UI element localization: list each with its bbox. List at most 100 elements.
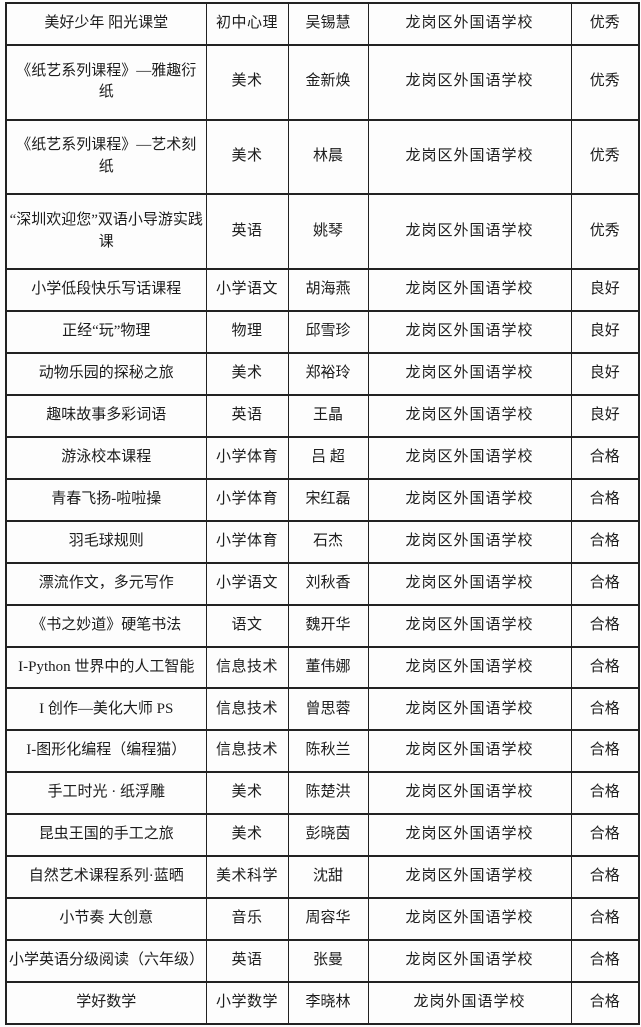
table-row: I-图形化编程（编程猫） 信息技术 陈秋兰 龙岗区外国语学校 合格: [5, 729, 640, 774]
table-row: 漂流作文，多元写作 小学语文 刘秋香 龙岗区外国语学校 合格: [5, 561, 640, 606]
table-row: 小学低段快乐写话课程 小学语文 胡海燕 龙岗区外国语学校 良好: [5, 268, 640, 313]
course-name-cell: 手工时光 · 纸浮雕: [5, 771, 207, 816]
table-row: 游泳校本课程 小学体育 吕 超 龙岗区外国语学校 合格: [5, 435, 640, 480]
course-name-cell: 《纸艺系列课程》—艺术刻纸: [5, 118, 207, 196]
course-name-cell: 趣味故事多彩词语: [5, 394, 207, 438]
teacher-name-cell: 董伟娜: [287, 645, 369, 690]
subject-cell: 小学体育: [205, 519, 289, 564]
subject-cell: 小学语文: [205, 561, 289, 606]
teacher-name-cell: 胡海燕: [287, 268, 369, 313]
course-name-cell: 小节奏 大创意: [5, 897, 207, 942]
course-name-cell: 动物乐园的探秘之旅: [5, 352, 207, 397]
grade-cell: 优秀: [570, 2, 640, 46]
grade-cell: 合格: [570, 771, 640, 816]
subject-cell: 美术科学: [205, 855, 289, 900]
grade-cell: 良好: [570, 268, 640, 313]
grade-cell: 优秀: [570, 43, 640, 121]
table-row: 正经“玩”物理 物理 邱雪珍 龙岗区外国语学校 良好: [5, 310, 640, 355]
subject-cell: 英语: [205, 939, 289, 983]
teacher-name-cell: 邱雪珍: [287, 310, 369, 355]
subject-cell: 信息技术: [205, 687, 289, 732]
subject-cell: 小学体育: [205, 435, 289, 480]
teacher-name-cell: 周容华: [287, 897, 369, 942]
grade-cell: 合格: [570, 729, 640, 774]
subject-cell: 美术: [205, 352, 289, 397]
school-name-cell: 龙岗区外国语学校: [367, 477, 572, 522]
table-row: 手工时光 · 纸浮雕 美术 陈楚洪 龙岗区外国语学校 合格: [5, 771, 640, 816]
grade-cell: 优秀: [570, 193, 640, 271]
table-row: 《纸艺系列课程》—雅趣衍纸 美术 金新焕 龙岗区外国语学校 优秀: [5, 43, 640, 121]
table-row: 美好少年 阳光课堂 初中心理 吴锡慧 龙岗区外国语学校 优秀: [5, 2, 640, 46]
grade-cell: 合格: [570, 939, 640, 983]
grade-cell: 良好: [570, 394, 640, 438]
table-row: 学好数学 小学数学 李晓林 龙岗外国语学校 合格: [5, 980, 640, 1026]
teacher-name-cell: 刘秋香: [287, 561, 369, 606]
subject-cell: 信息技术: [205, 729, 289, 774]
course-evaluation-table: 美好少年 阳光课堂 初中心理 吴锡慧 龙岗区外国语学校 优秀 《纸艺系列课程》—…: [5, 2, 640, 1026]
school-name-cell: 龙岗区外国语学校: [367, 118, 572, 196]
table-row: 动物乐园的探秘之旅 美术 郑裕玲 龙岗区外国语学校 良好: [5, 352, 640, 397]
course-name-cell: “深圳欢迎您”双语小导游实践课: [5, 193, 207, 271]
subject-cell: 小学语文: [205, 268, 289, 313]
grade-cell: 合格: [570, 645, 640, 690]
teacher-name-cell: 姚琴: [287, 193, 369, 271]
table-row: 《纸艺系列课程》—艺术刻纸 美术 林晨 龙岗区外国语学校 优秀: [5, 118, 640, 196]
subject-cell: 物理: [205, 310, 289, 355]
grade-cell: 良好: [570, 352, 640, 397]
table-body: 美好少年 阳光课堂 初中心理 吴锡慧 龙岗区外国语学校 优秀 《纸艺系列课程》—…: [5, 2, 640, 1026]
teacher-name-cell: 魏开华: [287, 603, 369, 648]
school-name-cell: 龙岗区外国语学校: [367, 310, 572, 355]
subject-cell: 美术: [205, 118, 289, 196]
school-name-cell: 龙岗区外国语学校: [367, 771, 572, 816]
grade-cell: 优秀: [570, 118, 640, 196]
school-name-cell: 龙岗区外国语学校: [367, 435, 572, 480]
teacher-name-cell: 金新焕: [287, 43, 369, 121]
teacher-name-cell: 郑裕玲: [287, 352, 369, 397]
course-name-cell: 小学英语分级阅读（六年级）: [5, 939, 207, 983]
teacher-name-cell: 王晶: [287, 394, 369, 438]
teacher-name-cell: 李晓林: [287, 980, 369, 1026]
subject-cell: 美术: [205, 771, 289, 816]
subject-cell: 美术: [205, 813, 289, 858]
table-row: I-Python 世界中的人工智能 信息技术 董伟娜 龙岗区外国语学校 合格: [5, 645, 640, 690]
school-name-cell: 龙岗区外国语学校: [367, 855, 572, 900]
school-name-cell: 龙岗区外国语学校: [367, 897, 572, 942]
table-row: 自然艺术课程系列·蓝晒 美术科学 沈甜 龙岗区外国语学校 合格: [5, 855, 640, 900]
school-name-cell: 龙岗区外国语学校: [367, 813, 572, 858]
subject-cell: 信息技术: [205, 645, 289, 690]
grade-cell: 合格: [570, 687, 640, 732]
school-name-cell: 龙岗区外国语学校: [367, 2, 572, 46]
grade-cell: 合格: [570, 980, 640, 1026]
school-name-cell: 龙岗外国语学校: [367, 980, 572, 1026]
school-name-cell: 龙岗区外国语学校: [367, 352, 572, 397]
school-name-cell: 龙岗区外国语学校: [367, 268, 572, 313]
grade-cell: 合格: [570, 897, 640, 942]
table-row: 小节奏 大创意 音乐 周容华 龙岗区外国语学校 合格: [5, 897, 640, 942]
teacher-name-cell: 彭晓茵: [287, 813, 369, 858]
school-name-cell: 龙岗区外国语学校: [367, 519, 572, 564]
table-row: 羽毛球规则 小学体育 石杰 龙岗区外国语学校 合格: [5, 519, 640, 564]
school-name-cell: 龙岗区外国语学校: [367, 43, 572, 121]
school-name-cell: 龙岗区外国语学校: [367, 729, 572, 774]
teacher-name-cell: 陈楚洪: [287, 771, 369, 816]
grade-cell: 合格: [570, 435, 640, 480]
subject-cell: 英语: [205, 193, 289, 271]
teacher-name-cell: 林晨: [287, 118, 369, 196]
table-row: I 创作—美化大师 PS 信息技术 曾思蓉 龙岗区外国语学校 合格: [5, 687, 640, 732]
teacher-name-cell: 石杰: [287, 519, 369, 564]
course-name-cell: 自然艺术课程系列·蓝晒: [5, 855, 207, 900]
course-name-cell: 美好少年 阳光课堂: [5, 2, 207, 46]
table-row: 趣味故事多彩词语 英语 王晶 龙岗区外国语学校 良好: [5, 394, 640, 438]
school-name-cell: 龙岗区外国语学校: [367, 687, 572, 732]
school-name-cell: 龙岗区外国语学校: [367, 603, 572, 648]
school-name-cell: 龙岗区外国语学校: [367, 561, 572, 606]
teacher-name-cell: 宋红磊: [287, 477, 369, 522]
grade-cell: 合格: [570, 603, 640, 648]
course-name-cell: 漂流作文，多元写作: [5, 561, 207, 606]
course-name-cell: 昆虫王国的手工之旅: [5, 813, 207, 858]
table-row: 《书之妙道》硬笔书法 语文 魏开华 龙岗区外国语学校 合格: [5, 603, 640, 648]
school-name-cell: 龙岗区外国语学校: [367, 645, 572, 690]
course-name-cell: I-图形化编程（编程猫）: [5, 729, 207, 774]
course-name-cell: 羽毛球规则: [5, 519, 207, 564]
grade-cell: 合格: [570, 855, 640, 900]
